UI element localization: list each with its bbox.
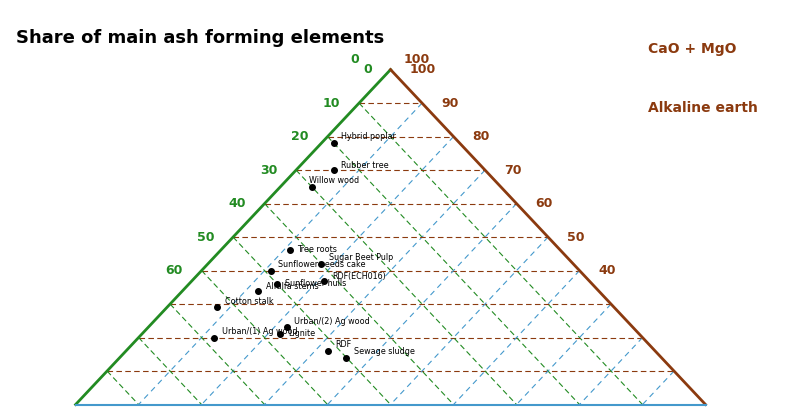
Text: Sewage sludge: Sewage sludge [354, 347, 415, 356]
Text: 30: 30 [260, 163, 277, 176]
Text: 50: 50 [197, 231, 214, 244]
Text: Rubber tree: Rubber tree [342, 161, 389, 170]
Text: 70: 70 [504, 163, 522, 176]
Text: RDF(ECH016): RDF(ECH016) [332, 272, 386, 281]
Text: Share of main ash forming elements: Share of main ash forming elements [16, 29, 384, 47]
Text: CaO + MgO: CaO + MgO [648, 42, 737, 56]
Text: RDF: RDF [335, 340, 351, 349]
Text: Sunflower hulls: Sunflower hulls [285, 279, 346, 288]
Text: 100: 100 [403, 53, 430, 66]
Text: 100: 100 [410, 63, 436, 76]
Text: 40: 40 [598, 264, 616, 277]
Text: Alkaline earth: Alkaline earth [648, 101, 758, 115]
Text: 0: 0 [363, 63, 372, 76]
Text: 20: 20 [291, 130, 309, 143]
Text: 90: 90 [441, 97, 458, 110]
Text: Alfalfa stems: Alfalfa stems [266, 282, 318, 291]
Text: 80: 80 [473, 130, 490, 143]
Text: 60: 60 [166, 264, 182, 277]
Text: 40: 40 [228, 197, 246, 210]
Text: Hybrid poplar: Hybrid poplar [342, 132, 396, 142]
Text: Willow wood: Willow wood [309, 176, 358, 185]
Text: 10: 10 [322, 97, 340, 110]
Text: 60: 60 [535, 197, 553, 210]
Text: 0: 0 [350, 53, 359, 66]
Text: Lignite: Lignite [288, 329, 315, 338]
Text: Sugar Beet Pulp: Sugar Beet Pulp [329, 253, 393, 262]
Text: 50: 50 [567, 231, 585, 244]
Text: Cotton stalk: Cotton stalk [225, 297, 274, 306]
Text: Sunflower seeds cake: Sunflower seeds cake [278, 260, 366, 269]
Text: Urban/(1) Ag wood: Urban/(1) Ag wood [222, 327, 298, 336]
Text: Tree roots: Tree roots [298, 245, 337, 255]
Text: Urban/(2) Ag wood: Urban/(2) Ag wood [294, 317, 370, 326]
